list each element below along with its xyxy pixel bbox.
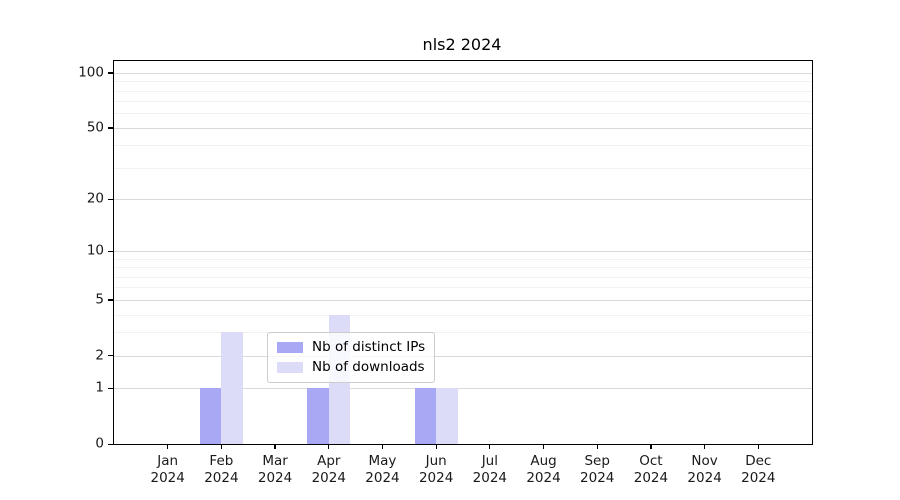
y-axis-tick-label: 5 <box>95 291 104 308</box>
y-axis-tick <box>108 299 113 301</box>
y-axis-tick-label: 2 <box>95 346 104 363</box>
y-axis-tick-label: 50 <box>86 119 104 135</box>
x-tick-month: Oct <box>639 453 663 469</box>
x-axis-tick <box>274 444 276 449</box>
minor-gridline <box>114 167 812 169</box>
minor-gridline <box>114 332 812 334</box>
legend-item-downloads: Nb of downloads <box>277 359 425 376</box>
x-axis-tick-label: Dec 2024 <box>723 453 793 487</box>
x-tick-year: 2024 <box>365 470 400 486</box>
minor-gridline <box>114 113 812 115</box>
minor-gridline <box>114 287 812 289</box>
minor-gridline <box>114 101 812 103</box>
x-tick-year: 2024 <box>633 470 669 486</box>
x-axis-tick-label: May 2024 <box>347 453 417 487</box>
major-gridline <box>114 199 812 201</box>
legend: Nb of distinct IPs Nb of downloads <box>267 332 436 383</box>
y-axis-tick <box>108 443 113 445</box>
minor-gridline <box>114 258 812 260</box>
x-tick-year: 2024 <box>204 470 239 486</box>
bar-feb-downloads <box>221 332 243 444</box>
x-axis-tick-label: Jan 2024 <box>133 453 203 487</box>
x-axis-tick <box>596 444 598 449</box>
x-axis-tick-label: Sep 2024 <box>562 453 632 487</box>
x-tick-year: 2024 <box>526 470 561 486</box>
major-gridline <box>114 299 812 301</box>
y-axis-tick-label: 0 <box>95 435 104 452</box>
legend-label-distinct-ips: Nb of distinct IPs <box>312 339 426 355</box>
y-axis-tick-label: 10 <box>86 242 104 259</box>
major-gridline <box>114 388 812 390</box>
x-axis-tick <box>650 444 652 449</box>
bar-feb-distinct-ips <box>199 388 222 444</box>
legend-swatch-downloads <box>277 362 303 373</box>
x-tick-year: 2024 <box>418 470 454 486</box>
x-axis-tick <box>220 444 223 449</box>
x-axis-tick-label: Jul 2024 <box>455 453 525 487</box>
x-axis-tick <box>542 444 545 449</box>
minor-gridline <box>114 90 812 92</box>
x-axis-tick-label: Jun 2024 <box>401 453 471 487</box>
minor-gridline <box>114 276 812 278</box>
x-axis-tick-label: Aug 2024 <box>509 453 579 487</box>
x-axis-tick <box>435 444 437 449</box>
x-tick-month: Dec <box>745 453 772 469</box>
x-tick-year: 2024 <box>311 470 346 486</box>
x-axis-tick <box>703 444 706 449</box>
x-axis-tick-label: Mar 2024 <box>240 453 310 487</box>
minor-gridline <box>114 267 812 269</box>
x-axis-tick <box>328 444 330 449</box>
x-axis-tick <box>757 444 759 449</box>
major-gridline <box>114 251 812 253</box>
legend-swatch-distinct-ips <box>277 342 303 353</box>
bar-jun-distinct-ips <box>414 388 437 444</box>
minor-gridline <box>114 314 812 316</box>
legend-label-downloads: Nb of downloads <box>312 359 425 375</box>
bar-apr-distinct-ips <box>307 388 329 444</box>
x-axis-tick-label: Nov 2024 <box>670 453 740 487</box>
x-tick-year: 2024 <box>741 470 776 486</box>
y-axis-tick <box>108 387 113 390</box>
y-axis-tick <box>108 355 113 357</box>
x-tick-month: Aug <box>530 453 557 469</box>
chart-title: nls2 2024 <box>422 35 502 54</box>
x-axis-tick <box>489 444 491 449</box>
x-tick-month: Mar <box>262 453 288 469</box>
x-tick-year: 2024 <box>257 470 293 486</box>
x-axis-tick-label: Apr 2024 <box>294 453 364 487</box>
x-tick-month: Jun <box>425 453 447 469</box>
bar-jun-downloads <box>436 388 458 444</box>
legend-item-distinct-ips: Nb of distinct IPs <box>277 339 425 356</box>
x-tick-month: Feb <box>209 453 234 469</box>
major-gridline <box>114 355 812 357</box>
y-axis-tick <box>108 198 113 200</box>
x-tick-year: 2024 <box>580 470 615 486</box>
y-axis-tick-label: 1 <box>95 379 104 396</box>
x-tick-year: 2024 <box>687 470 722 486</box>
x-axis-tick-label: Feb 2024 <box>186 453 256 487</box>
x-tick-month: May <box>368 453 397 469</box>
minor-gridline <box>114 81 812 83</box>
y-axis-tick-label: 100 <box>78 64 104 81</box>
y-axis-tick <box>108 72 113 74</box>
plot-area: 0 1 2 5 10 20 50 100 Jan 2024 Feb 2024 Mar 2024 Apr 202… <box>78 60 813 486</box>
x-tick-year: 2024 <box>472 470 508 486</box>
x-axis-tick <box>167 444 169 449</box>
x-axis-tick-label: Oct 2024 <box>616 453 686 487</box>
y-axis-tick-label: 20 <box>86 190 104 207</box>
y-axis-tick <box>108 250 113 252</box>
x-tick-month: Nov <box>691 453 718 469</box>
x-tick-month: Jan <box>157 453 179 469</box>
x-tick-month: Apr <box>317 453 341 469</box>
y-axis-tick <box>108 127 113 129</box>
x-tick-month: Sep <box>584 453 610 469</box>
major-gridline <box>114 72 812 74</box>
x-axis-tick <box>381 444 384 449</box>
minor-gridline <box>114 145 812 147</box>
x-tick-year: 2024 <box>150 470 185 486</box>
major-gridline <box>114 127 812 129</box>
x-tick-month: Jul <box>481 453 498 469</box>
